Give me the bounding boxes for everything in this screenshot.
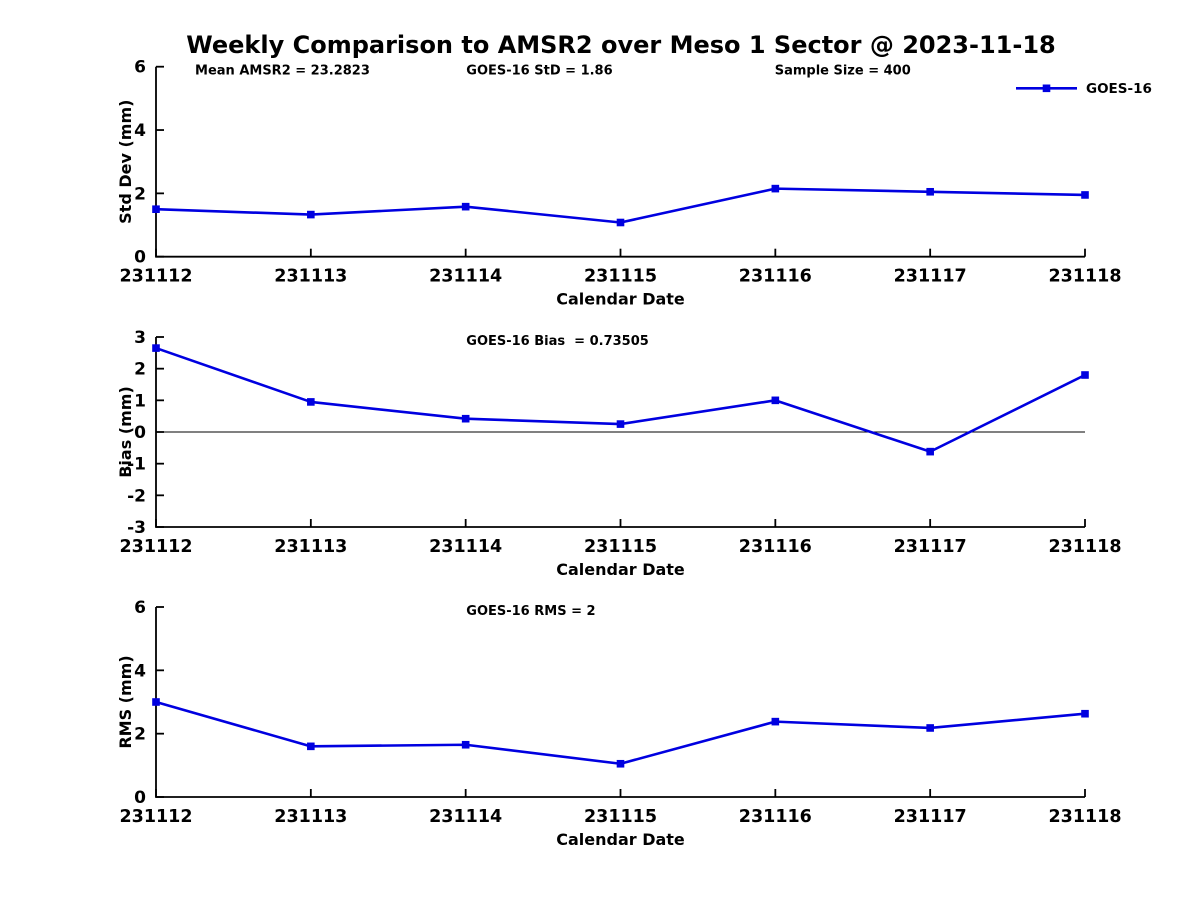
data-point-marker xyxy=(1081,709,1089,718)
y-tick-label: 6 xyxy=(134,58,146,78)
x-tick-label: 231113 xyxy=(274,537,347,557)
x-tick-label: 231117 xyxy=(894,537,967,557)
x-axis-title: Calendar Date xyxy=(556,290,685,309)
data-point-marker xyxy=(307,742,315,751)
x-tick-label: 231114 xyxy=(429,807,502,827)
data-point-marker xyxy=(771,396,780,405)
x-tick-label: 231115 xyxy=(584,807,657,827)
annotation-std-dev: GOES-16 StD = 1.86 xyxy=(466,64,612,79)
annotation-std-dev: Sample Size = 400 xyxy=(775,64,911,79)
series-line-std-dev xyxy=(154,187,1087,224)
x-tick-label: 231112 xyxy=(119,807,192,827)
y-tick-label: 0 xyxy=(134,423,146,443)
series-line-bias xyxy=(154,346,1087,453)
x-tick-label: 231118 xyxy=(1048,807,1121,827)
data-point-marker xyxy=(771,184,780,193)
y-tick-label: 1 xyxy=(134,391,146,411)
annotation-rms: GOES-16 RMS = 2 xyxy=(466,604,595,619)
x-axis-title: Calendar Date xyxy=(556,560,685,579)
x-tick-label: 231113 xyxy=(274,807,347,827)
data-point-marker xyxy=(152,344,160,352)
data-point-marker xyxy=(1081,191,1089,199)
data-point-marker xyxy=(461,202,470,211)
data-point-marker xyxy=(1081,371,1089,379)
x-tick-label: 231117 xyxy=(894,807,967,827)
y-tick-label: -2 xyxy=(127,486,146,506)
y-tick-label: 2 xyxy=(134,725,146,745)
axis-std-dev xyxy=(155,66,1085,258)
x-tick-label: 231112 xyxy=(119,267,192,287)
y-tick-label: -3 xyxy=(127,518,146,538)
data-point-marker xyxy=(307,210,315,219)
y-axis-title: Std Dev (mm) xyxy=(116,100,135,224)
data-point-marker xyxy=(926,724,934,732)
x-tick-label: 231114 xyxy=(429,537,502,557)
y-axis-title: RMS (mm) xyxy=(116,655,135,748)
data-point-marker xyxy=(616,218,625,227)
y-tick-label: 6 xyxy=(134,598,146,618)
x-tick-label: 231118 xyxy=(1048,537,1121,557)
annotation-std-dev: Mean AMSR2 = 23.2823 xyxy=(195,64,370,79)
data-point-marker xyxy=(616,759,625,768)
y-tick-label: 0 xyxy=(134,788,146,808)
data-point-marker xyxy=(461,414,470,423)
legend-marker xyxy=(1042,84,1051,93)
data-point-marker xyxy=(152,205,160,213)
data-point-marker xyxy=(771,717,780,726)
y-tick-label: 2 xyxy=(134,184,146,204)
x-tick-label: 231116 xyxy=(739,537,812,557)
x-tick-label: 231115 xyxy=(584,537,657,557)
x-tick-label: 231113 xyxy=(274,267,347,287)
x-tick-label: 231117 xyxy=(894,267,967,287)
y-tick-label: 0 xyxy=(134,248,146,268)
axis-rms xyxy=(155,607,1085,798)
legend-label: GOES-16 xyxy=(1086,81,1152,97)
data-point-marker xyxy=(152,698,160,706)
y-tick-label: 3 xyxy=(134,328,146,348)
data-point-marker xyxy=(926,447,934,456)
y-tick-label: 4 xyxy=(134,661,146,681)
y-tick-label: -1 xyxy=(127,455,146,475)
series-line-rms xyxy=(154,700,1087,766)
figure-title: Weekly Comparison to AMSR2 over Meso 1 S… xyxy=(186,31,1056,59)
x-tick-label: 231116 xyxy=(739,267,812,287)
x-axis-title: Calendar Date xyxy=(556,830,685,849)
data-point-marker xyxy=(461,740,470,749)
data-point-marker xyxy=(616,420,625,428)
x-tick-label: 231118 xyxy=(1048,267,1121,287)
data-point-marker xyxy=(926,187,934,196)
x-tick-label: 231114 xyxy=(429,267,502,287)
data-point-marker xyxy=(307,398,315,406)
x-tick-label: 231115 xyxy=(584,267,657,287)
y-tick-label: 2 xyxy=(134,360,146,380)
x-tick-label: 231116 xyxy=(739,807,812,827)
y-tick-label: 4 xyxy=(134,121,146,141)
annotation-bias: GOES-16 Bias = 0.73505 xyxy=(466,334,649,349)
y-axis-title: Bias (mm) xyxy=(116,386,135,478)
x-tick-label: 231112 xyxy=(119,537,192,557)
